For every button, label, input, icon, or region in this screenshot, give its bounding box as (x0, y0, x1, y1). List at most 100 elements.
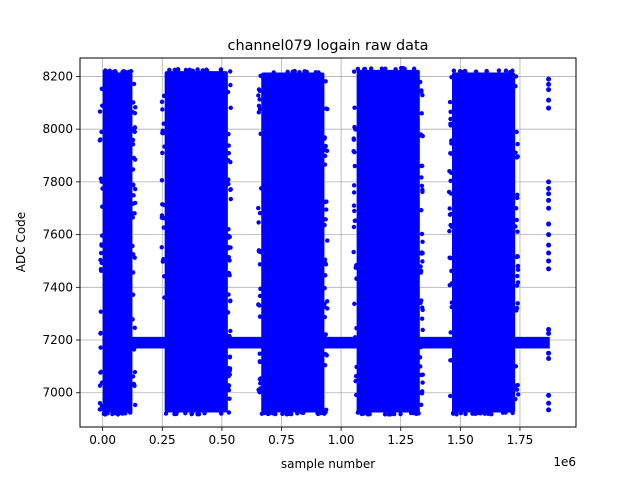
data-point (226, 181, 231, 187)
data-point (450, 410, 456, 416)
data-point (133, 105, 138, 110)
data-point (449, 358, 454, 363)
data-point (546, 258, 552, 264)
data-point (476, 410, 481, 416)
data-point (419, 163, 425, 169)
data-point (510, 410, 515, 416)
data-point (323, 342, 328, 347)
data-point (448, 393, 453, 399)
data-point (418, 344, 424, 350)
data-point (99, 233, 105, 238)
data-point (132, 157, 138, 162)
data-point (173, 68, 179, 73)
data-point (301, 410, 306, 415)
data-point (419, 175, 424, 180)
data-point (448, 222, 453, 228)
data-point (514, 283, 520, 288)
data-point (284, 412, 290, 417)
burst-region (452, 72, 516, 413)
plot-frame (79, 57, 577, 428)
data-point (228, 187, 233, 193)
data-point (546, 355, 552, 361)
data-point (513, 338, 518, 344)
data-point (295, 411, 300, 416)
data-point (323, 273, 328, 278)
data-point (98, 268, 104, 274)
data-point (489, 412, 494, 417)
data-point (448, 109, 453, 115)
data-point (120, 411, 125, 416)
y-tick-label: 7800 (42, 175, 73, 189)
data-point (322, 222, 327, 228)
x-tick-label: 0.25 (149, 433, 176, 447)
data-point (159, 245, 164, 250)
data-point (270, 411, 276, 416)
data-point (418, 79, 423, 85)
data-point (256, 110, 262, 115)
data-point (419, 402, 424, 408)
data-point (227, 396, 232, 401)
data-point (353, 340, 359, 346)
data-point (379, 66, 385, 71)
data-point (496, 68, 502, 73)
data-point (322, 153, 328, 159)
data-point (98, 250, 104, 256)
data-point (514, 195, 520, 201)
data-point (184, 68, 189, 74)
data-point (131, 381, 137, 387)
data-point (355, 410, 361, 415)
data-point (449, 268, 454, 274)
data-point (454, 412, 459, 417)
data-point (159, 178, 165, 183)
data-point (362, 66, 368, 72)
data-point (513, 83, 518, 89)
data-point (227, 69, 233, 74)
data-point (258, 286, 263, 292)
data-point (100, 186, 105, 191)
data-point (351, 190, 357, 195)
data-point (130, 270, 136, 275)
data-point (172, 411, 177, 417)
data-point (226, 373, 231, 379)
data-point (418, 270, 424, 275)
data-point (160, 150, 165, 156)
data-point (417, 390, 423, 395)
data-point (447, 206, 452, 211)
data-point (167, 67, 172, 73)
data-point (448, 116, 453, 122)
data-point (323, 79, 328, 84)
data-point (228, 298, 233, 304)
data-point (546, 97, 552, 103)
data-point (515, 229, 520, 234)
burst-region (102, 72, 133, 413)
data-point (546, 105, 552, 111)
burst-region (164, 71, 228, 413)
data-point (354, 336, 359, 342)
data-point (515, 301, 520, 306)
data-point (130, 142, 136, 147)
data-point (322, 257, 328, 262)
data-point (546, 76, 552, 82)
data-point (226, 369, 232, 374)
data-point (258, 73, 263, 78)
data-point (463, 411, 468, 417)
data-point (257, 262, 263, 267)
data-point (546, 232, 552, 238)
data-point (304, 69, 309, 75)
data-point (131, 252, 136, 257)
data-point (130, 201, 136, 206)
data-point (189, 411, 195, 416)
data-point (362, 410, 367, 416)
data-point (513, 206, 519, 211)
data-point (352, 301, 357, 307)
data-point (420, 239, 425, 244)
data-point (257, 337, 263, 343)
data-point (257, 303, 262, 308)
data-point (514, 305, 520, 311)
data-point (420, 305, 425, 310)
data-point (287, 410, 293, 415)
data-point (257, 97, 262, 102)
data-point (546, 185, 552, 191)
data-points (97, 65, 552, 417)
